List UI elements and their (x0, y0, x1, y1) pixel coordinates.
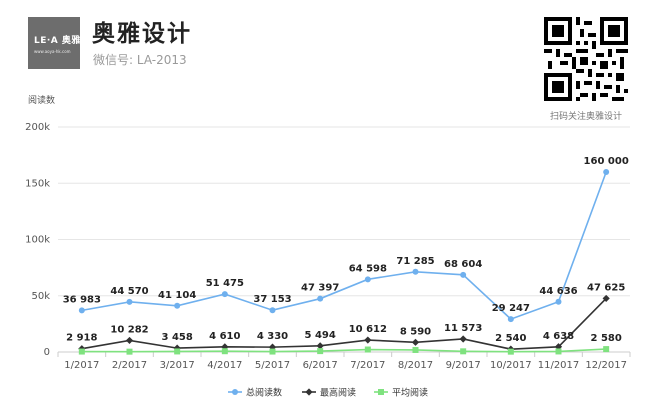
data-point (125, 336, 134, 345)
data-label: 37 153 (253, 294, 291, 305)
data-label: 4 638 (543, 331, 574, 342)
data-point (126, 348, 133, 355)
y-axis-title: 阅读数 (28, 94, 55, 106)
x-tick-label: 7/2017 (350, 360, 385, 371)
data-point (364, 276, 371, 283)
data-label: 10 612 (349, 324, 387, 335)
x-tick-label: 9/2017 (446, 360, 481, 371)
data-point (507, 316, 514, 323)
legend-label: 总阅读数 (246, 387, 282, 399)
data-point (174, 302, 181, 309)
data-point (317, 348, 324, 355)
series-line-1 (81, 171, 607, 321)
data-point (507, 348, 514, 355)
data-label: 41 104 (158, 290, 196, 301)
data-label: 11 573 (444, 323, 482, 334)
brand-logo: LE·A 奥雅 www.aoya-hk.com (28, 17, 80, 69)
wechat-id: 微信号: LA-2013 (93, 53, 187, 67)
data-point (364, 346, 371, 353)
data-point (126, 298, 133, 305)
data-label: 2 580 (591, 333, 622, 344)
data-label: 68 604 (444, 259, 482, 270)
data-point (364, 336, 372, 344)
y-tick-label: 50k (31, 291, 50, 302)
data-label: 29 247 (492, 303, 530, 314)
data-point (412, 268, 419, 275)
series-line-3 (81, 348, 607, 353)
data-label: 3 458 (162, 332, 193, 343)
data-point (411, 338, 420, 346)
data-point (78, 307, 85, 314)
data-point (460, 348, 467, 355)
data-point (269, 348, 276, 355)
legend-marker (232, 389, 238, 395)
data-label: 36 983 (63, 294, 101, 305)
data-point (174, 348, 181, 355)
data-point (221, 291, 228, 298)
x-tick-label: 1/2017 (64, 360, 99, 371)
data-label: 47 625 (587, 282, 625, 293)
data-point (316, 342, 324, 350)
x-tick-label: 8/2017 (398, 360, 433, 371)
data-label: 47 397 (301, 283, 339, 294)
data-point (317, 295, 324, 302)
data-point (603, 346, 610, 353)
x-tick-label: 5/2017 (255, 360, 290, 371)
data-point (221, 348, 228, 355)
logo-url: www.aoya-hk.com (34, 49, 71, 54)
x-tick-label: 3/2017 (160, 360, 195, 371)
data-label: 44 636 (539, 286, 577, 297)
data-point (221, 343, 229, 351)
data-point (459, 335, 467, 343)
data-label: 5 494 (305, 330, 336, 341)
x-tick-label: 11/2017 (538, 360, 580, 371)
x-tick-label: 10/2017 (490, 360, 532, 371)
legend-marker (378, 389, 384, 395)
data-label: 160 000 (584, 156, 629, 167)
qr-caption: 扫码关注奥雅设计 (549, 112, 622, 122)
data-label: 8 590 (400, 326, 431, 337)
legend-label: 平均阅读 (392, 387, 428, 399)
data-label: 2 918 (66, 333, 97, 344)
data-label: 10 282 (110, 324, 148, 335)
y-tick-label: 0 (44, 347, 50, 358)
data-label: 2 540 (495, 333, 526, 344)
x-tick-label: 4/2017 (207, 360, 242, 371)
data-point (602, 294, 610, 303)
y-tick-label: 100k (25, 235, 50, 246)
logo-text: LE·A 奥雅 (34, 36, 81, 46)
data-point (269, 307, 276, 314)
data-point (78, 348, 85, 355)
legend-label: 最高阅读 (320, 387, 356, 399)
x-tick-label: 6/2017 (303, 360, 338, 371)
brand-name: 奥雅设计 (92, 21, 192, 47)
x-tick-label: 12/2017 (585, 360, 627, 371)
data-point (555, 298, 562, 305)
data-label: 4 330 (257, 331, 288, 342)
data-label: 44 570 (110, 286, 148, 297)
data-label: 4 610 (209, 331, 240, 342)
qr-code-icon (544, 17, 628, 101)
y-tick-label: 150k (25, 178, 50, 189)
data-point (555, 348, 562, 355)
x-tick-label: 2/2017 (112, 360, 147, 371)
data-label: 51 475 (206, 278, 244, 289)
data-point (603, 169, 610, 175)
legend-marker (305, 388, 313, 396)
data-label: 64 598 (349, 263, 387, 274)
data-point (554, 343, 563, 351)
data-point (460, 271, 467, 278)
series-line-2 (81, 297, 607, 350)
y-tick-label: 200k (25, 122, 50, 133)
data-point (412, 346, 419, 353)
data-label: 71 285 (396, 256, 434, 267)
